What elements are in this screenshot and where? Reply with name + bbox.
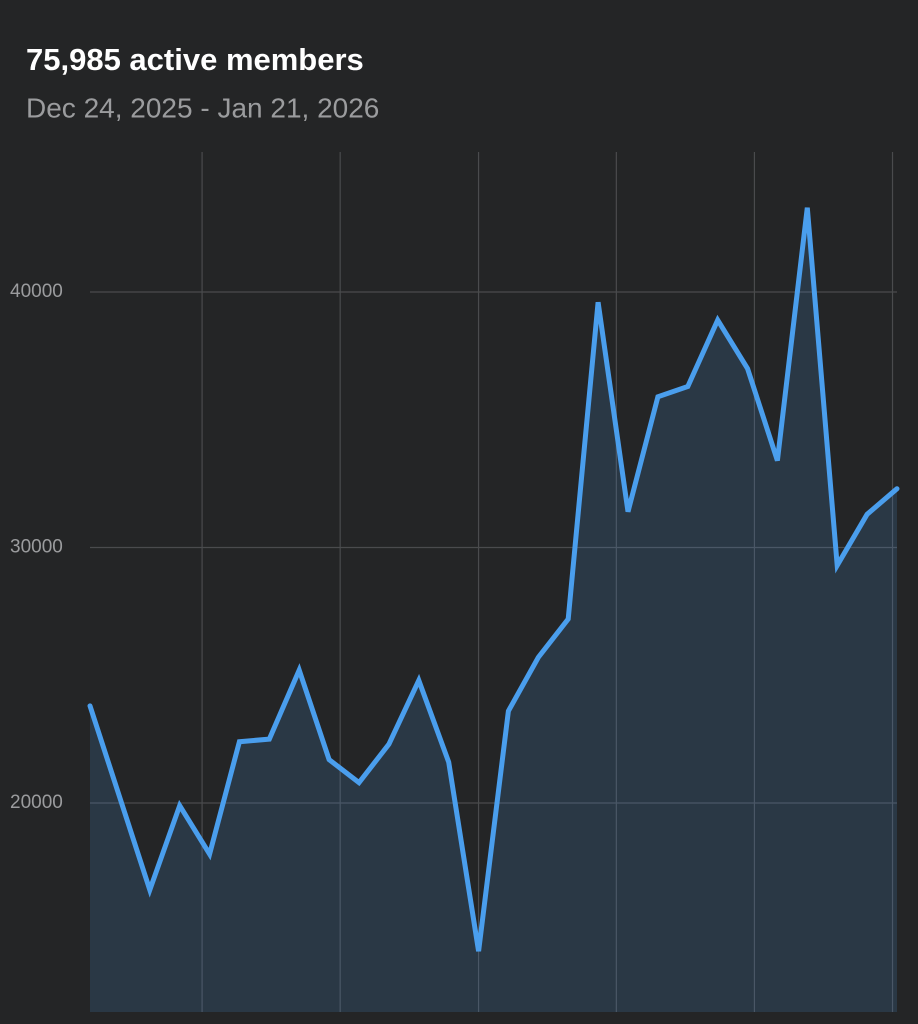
y-tick-label: 40000 — [10, 281, 63, 302]
area — [90, 207, 897, 1012]
chart-subtitle: Dec 24, 2025 - Jan 21, 2026 — [26, 92, 379, 123]
chart-title: 75,985 active members — [26, 42, 364, 77]
y-tick-label: 20000 — [10, 792, 63, 813]
line — [87, 207, 900, 952]
y-tick-label: 30000 — [10, 537, 63, 558]
